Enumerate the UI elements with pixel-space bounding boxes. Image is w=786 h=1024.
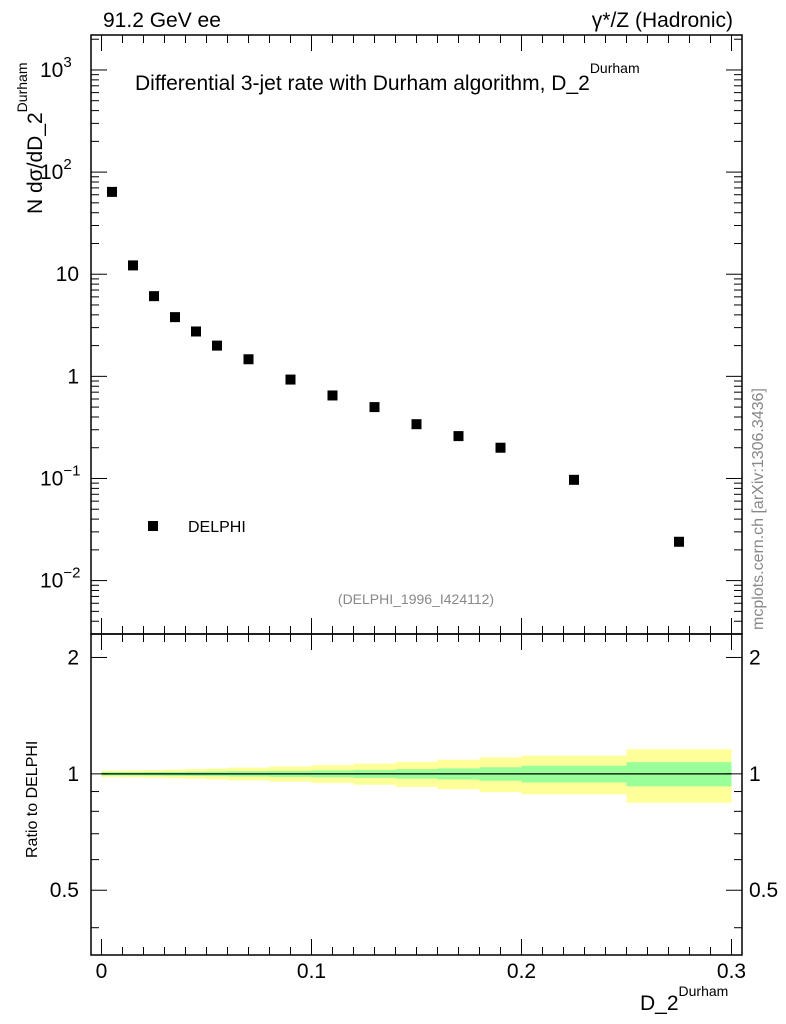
data-point	[495, 442, 506, 453]
main-y-tick-label-exp: 3	[63, 54, 71, 71]
header-left-label: 91.2 GeV ee	[103, 9, 221, 32]
data-point	[212, 340, 222, 351]
ratio-y-axis-label: Ratio to DELPHI	[24, 741, 41, 858]
main-title-text: Differential 3-jet rate with Durham algo…	[135, 72, 590, 95]
x-axis-label-text: D_2	[640, 992, 679, 1015]
ratio-bands	[101, 749, 732, 803]
main-y-axis-label-text: N dσ/dD_2	[24, 112, 47, 214]
x-axis-label-sup: Durham	[679, 983, 729, 999]
data-point	[327, 390, 338, 401]
main-y-axis-label: N dσ/dD_2Durham	[14, 63, 47, 214]
data-point	[191, 326, 201, 337]
main-y-tick-label-base: 10	[40, 570, 63, 593]
x-tick-label: 0.3	[717, 960, 746, 983]
ratio-y-tick-labels-left: 0.5 1 2	[50, 646, 79, 902]
main-y-tick-label-exp: −1	[63, 462, 80, 479]
main-y-tick-label-exp: 2	[63, 156, 71, 173]
ratio-y-tick-labels-right: 0.5 1 2	[749, 646, 778, 902]
main-y-axis-label-sup: Durham	[14, 63, 30, 113]
x-axis-label: D_2Durham	[640, 983, 728, 1015]
data-point	[674, 536, 684, 547]
ratio-y-tick-label-left: 0.5	[50, 879, 79, 902]
ratio-x-tick-labels: 0 0.1 0.2 0.3	[96, 960, 746, 983]
x-tick-label: 0.2	[507, 960, 536, 983]
main-y-tick-label: 102	[40, 156, 72, 184]
ratio-axis-ticks	[91, 634, 742, 955]
ratio-y-tick-label-right: 2	[749, 646, 761, 669]
main-axis-ticks	[91, 35, 742, 635]
ratio-y-tick-label-right: 1	[749, 763, 761, 786]
x-tick-label: 0	[96, 960, 108, 983]
data-point	[569, 474, 579, 485]
ratio-y-tick-label-right: 0.5	[749, 879, 778, 902]
main-y-tick-label: 103	[40, 54, 72, 82]
main-y-tick-label-base: 10	[40, 467, 63, 490]
data-point	[107, 186, 117, 197]
analysis-watermark: (DELPHI_1996_I424112)	[338, 591, 494, 607]
data-point	[149, 291, 159, 302]
main-y-tick-label: 10−2	[40, 565, 80, 593]
main-panel-frame	[90, 34, 743, 635]
x-tick-label: 0.1	[297, 960, 326, 983]
main-y-tick-label-base: 10	[40, 161, 63, 184]
legend-label: DELPHI	[188, 519, 246, 536]
ratio-y-tick-label-left: 2	[67, 646, 79, 669]
data-points	[107, 186, 684, 547]
ratio-y-tick-label-left: 1	[67, 763, 79, 786]
main-title: Differential 3-jet rate with Durham algo…	[135, 60, 640, 95]
data-point	[128, 260, 138, 271]
side-source-label: mcplots.cern.ch [arXiv:1306.3436]	[750, 388, 767, 630]
legend-marker	[148, 521, 158, 531]
ratio-panel: 0.5 1 2 0.5 1 2 0 0.1 0.2 0.3 Ratio to DELPHI D…	[24, 633, 778, 1015]
main-y-tick-label-base: 10	[40, 59, 63, 82]
main-y-tick-label-exp: −2	[63, 565, 80, 582]
data-point	[170, 312, 180, 323]
data-point	[453, 431, 464, 442]
data-point	[285, 374, 296, 385]
main-y-tick-label: 10−1	[40, 462, 80, 490]
data-point	[411, 419, 422, 430]
data-point	[369, 402, 380, 413]
main-y-tick-label: 10	[56, 263, 79, 286]
data-point	[243, 354, 254, 365]
main-y-tick-label: 1	[67, 365, 79, 388]
header-right-label: γ*/Z (Hadronic)	[592, 9, 733, 32]
main-title-sup: Durham	[590, 60, 640, 76]
